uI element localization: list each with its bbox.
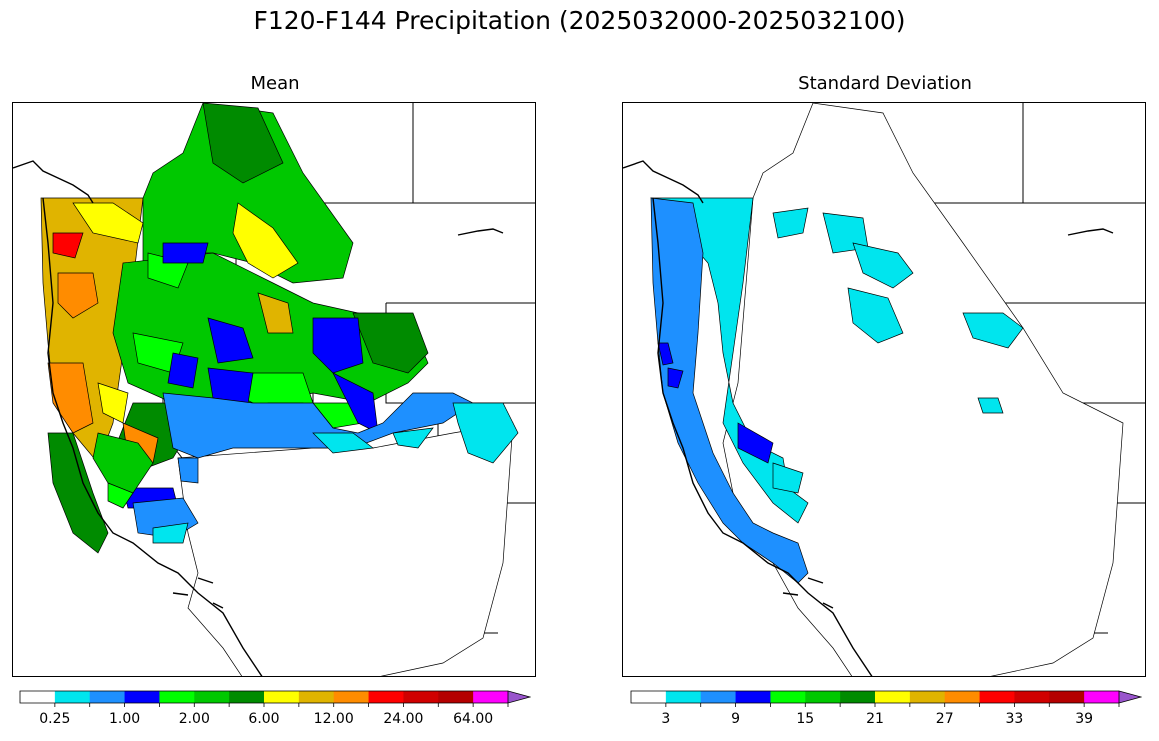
colorbar-tick-label: 64.00	[453, 711, 494, 727]
colorbar-tick-label: 24.00	[383, 711, 424, 727]
colorbar-segment	[979, 691, 1015, 703]
colorbar-segment	[438, 691, 474, 703]
stddev-colorbar-ticks: 3 9 15 21 27 33 39	[630, 711, 1142, 731]
stddev-map	[622, 102, 1146, 677]
colorbar-tick-label: 21	[866, 711, 884, 727]
colorbar-tick-label: 1.00	[108, 711, 141, 727]
colorbar-tick-label: 3	[661, 711, 671, 727]
colorbar-segment	[631, 691, 667, 703]
colorbar-segment	[1014, 691, 1050, 703]
stddev-coastline	[623, 160, 1114, 676]
colorbar-segment	[840, 691, 876, 703]
colorbar-segment	[700, 691, 737, 703]
colorbar-tick-label: 12.00	[313, 711, 354, 727]
colorbar-tick-label: 9	[731, 711, 741, 727]
colorbar-segment	[264, 691, 300, 703]
colorbar-tick-label: 2.00	[178, 711, 210, 727]
colorbar-segment	[1049, 691, 1085, 703]
figure-title: F120-F144 Precipitation (2025032000-2025…	[253, 6, 906, 35]
colorbar-segment	[298, 691, 335, 703]
stddev-basins	[650, 103, 1124, 676]
stddev-map-svg	[623, 103, 1145, 676]
colorbar-segment	[770, 691, 806, 703]
colorbar-segment	[665, 691, 702, 703]
colorbar-segment	[805, 691, 841, 703]
mean-basins	[40, 103, 519, 676]
mean-map	[12, 102, 536, 677]
colorbar-segment	[89, 691, 126, 703]
colorbar-segment	[368, 691, 404, 703]
colorbar-segment	[473, 691, 509, 703]
mean-map-svg	[13, 103, 535, 676]
colorbar-segment	[403, 691, 439, 703]
colorbar-segment	[159, 691, 195, 703]
stddev-panel-title: Standard Deviation	[798, 73, 972, 94]
colorbar-segment	[735, 691, 771, 703]
mean-coastline	[13, 160, 504, 676]
colorbar-segment	[194, 691, 230, 703]
colorbar-tick-label: 39	[1075, 711, 1094, 727]
colorbar-segment	[54, 691, 91, 703]
colorbar-tick-label: 15	[796, 711, 815, 727]
colorbar-tick-label: 27	[935, 711, 954, 727]
colorbar-segment	[944, 691, 981, 703]
mean-colorbar-ticks: 0.25 1.00 2.00 6.00 12.00 24.00 64.00	[19, 711, 531, 731]
colorbar-segment	[124, 691, 160, 703]
colorbar-extend-arrow	[507, 690, 531, 704]
colorbar-segment	[333, 691, 370, 703]
mean-panel-title: Mean	[250, 73, 300, 94]
colorbar-segment	[909, 691, 946, 703]
colorbar-segment	[1084, 691, 1120, 703]
colorbar-tick-label: 0.25	[39, 711, 71, 727]
colorbar-tick-label: 6.00	[248, 711, 280, 727]
colorbar-segment	[875, 691, 911, 703]
mean-colorbar	[19, 690, 531, 707]
colorbar-extend-arrow	[1118, 690, 1142, 704]
colorbar-segment	[20, 691, 56, 703]
colorbar-tick-label: 33	[1005, 711, 1024, 727]
colorbar-segment	[229, 691, 265, 703]
stddev-colorbar	[630, 690, 1142, 707]
